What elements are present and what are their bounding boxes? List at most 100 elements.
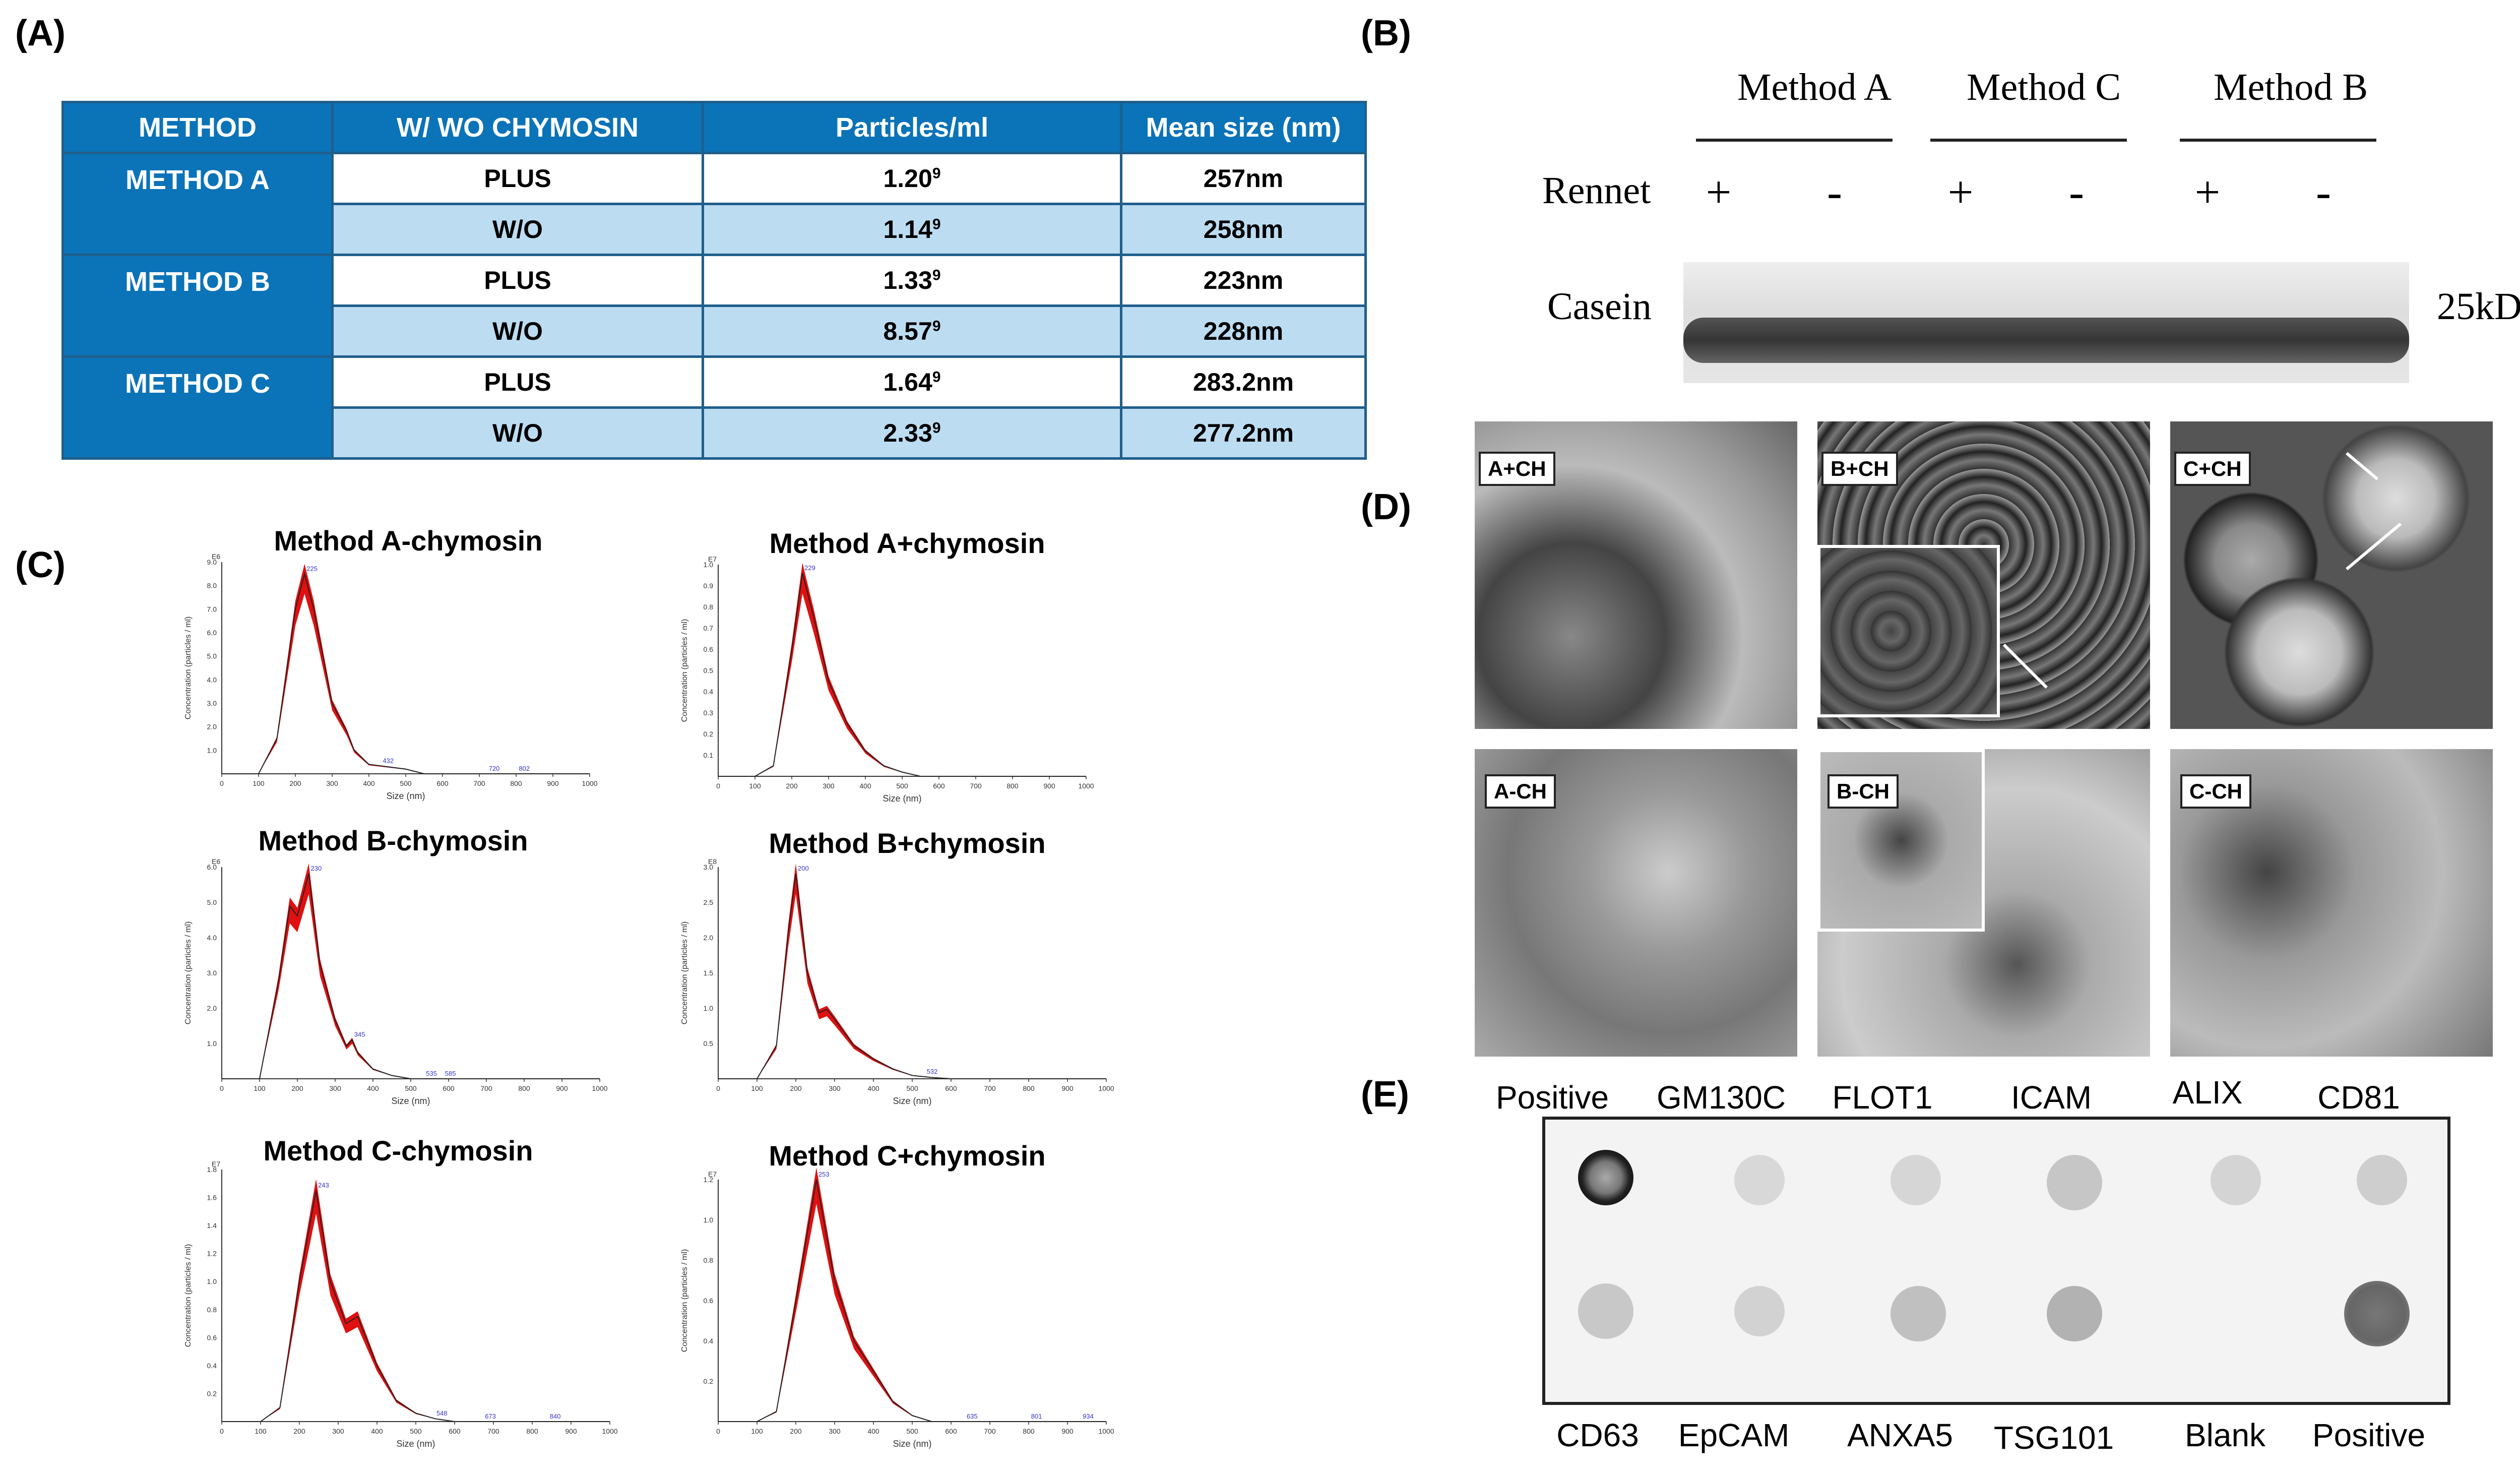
x-tick-label: 900	[1061, 1084, 1074, 1092]
rennet-sign: +	[1947, 167, 1974, 217]
table-cell: 1.149	[702, 203, 1122, 256]
panel-label-e: (E)	[1361, 1074, 1409, 1115]
y-tick-label: 1.0	[704, 561, 714, 569]
nta-chart: E8 0.5 1.0 1.5 2.0 2.5 3.0 0 100 200 300 400 500 600 7…	[680, 857, 1114, 1106]
table-cell: W/O	[331, 406, 704, 460]
error-band	[222, 564, 590, 774]
dot	[2047, 1155, 2102, 1210]
kda-label: 25kDa	[2437, 285, 2520, 328]
y-tick-label: 8.0	[207, 582, 217, 590]
y-tick-label: 6.0	[207, 629, 217, 637]
y-axis-label: Concentration (particles / ml)	[680, 1249, 689, 1353]
series-line	[222, 1190, 610, 1422]
table-cell: 257nm	[1120, 152, 1367, 205]
nanoparticle-table: METHOD W/ WO CHYMOSIN Particles/ml Mean …	[61, 101, 1367, 460]
table-cell: 1.339	[702, 254, 1122, 307]
table-cell: 2.339	[702, 406, 1122, 460]
x-tick-label: 800	[518, 1084, 530, 1092]
table-cell: 1.649	[702, 355, 1122, 409]
arrow-icon	[2002, 643, 2048, 689]
x-tick-label: 0	[220, 779, 224, 787]
x-tick-label: 0	[220, 1084, 224, 1092]
error-band	[222, 863, 600, 1079]
peak-label: 801	[1031, 1412, 1042, 1420]
dot	[2211, 1155, 2261, 1205]
y-tick-label: 3.0	[704, 863, 714, 871]
x-axis-label: Size (nm)	[386, 791, 425, 801]
peak-label: 535	[426, 1070, 437, 1077]
nta-chart: E7 0.1 0.2 0.3 0.4 0.5 0.6 0.7 0.8 0.9 1.0 0 100 200 3…	[680, 555, 1094, 804]
x-tick-label: 500	[400, 779, 412, 787]
chart-title: Method C+chymosin	[769, 1140, 1046, 1172]
x-tick-label: 1000	[602, 1427, 617, 1435]
table-cell: 223nm	[1120, 254, 1367, 307]
x-tick-label: 800	[510, 779, 522, 787]
y-tick-label: 0.5	[704, 666, 714, 674]
em-label: B-CH	[1828, 774, 1899, 809]
method-cell: METHOD B	[61, 254, 334, 358]
y-tick-label: 0.6	[704, 1297, 714, 1305]
table-cell: 258nm	[1120, 203, 1367, 256]
em-label: A-CH	[1485, 774, 1556, 809]
x-tick-label: 200	[786, 782, 798, 790]
y-tick-label: 2.0	[207, 1004, 217, 1012]
y-tick-label: 1.2	[704, 1176, 714, 1184]
y-axis-label: Concentration (particles / ml)	[184, 617, 193, 720]
dot	[2047, 1286, 2102, 1341]
y-tick-label: 0.6	[704, 645, 714, 653]
y-tick-label: 3.0	[207, 699, 217, 707]
em-image: C-CH	[2167, 746, 2496, 1060]
dot	[1734, 1286, 1785, 1336]
error-band	[718, 1168, 1106, 1422]
x-axis-label: Size (nm)	[391, 1096, 430, 1106]
x-tick-label: 600	[443, 1084, 455, 1092]
y-tick-label: 0.4	[207, 1362, 217, 1370]
exponent-label: E8	[708, 857, 717, 866]
nta-chart: E7 0.2 0.4 0.6 0.8 1.0 1.2 1.4 1.6 1.8 0 100 200 300 4…	[184, 1160, 618, 1449]
y-axis-label: Concentration (particles / ml)	[680, 619, 689, 722]
x-tick-label: 800	[1023, 1084, 1035, 1092]
peak-label: 840	[550, 1412, 561, 1420]
peak-label: 934	[1083, 1412, 1094, 1420]
peak-label: 635	[967, 1412, 978, 1420]
x-tick-label: 600	[945, 1084, 957, 1092]
x-tick-label: 400	[367, 1084, 379, 1092]
y-tick-label: 2.0	[207, 723, 217, 731]
y-tick-label: 0.5	[704, 1039, 714, 1048]
x-tick-label: 1000	[1078, 782, 1094, 790]
col-header-method: METHOD	[61, 101, 334, 154]
table-cell: PLUS	[331, 152, 704, 205]
table-cell: W/O	[331, 203, 704, 256]
casein-label: Casein	[1547, 285, 1652, 328]
rennet-label: Rennet	[1542, 169, 1651, 212]
x-axis-label: Size (nm)	[396, 1439, 435, 1449]
x-tick-label: 0	[716, 782, 720, 790]
x-tick-label: 100	[254, 1084, 266, 1092]
y-tick-label: 1.0	[704, 1216, 714, 1224]
y-tick-label: 0.4	[704, 1337, 714, 1345]
y-tick-label: 0.8	[704, 603, 714, 611]
dot-label: Positive	[1495, 1079, 1609, 1116]
y-tick-label: 1.0	[207, 1277, 217, 1285]
table-cell: 283.2nm	[1120, 355, 1367, 409]
em-inset	[1817, 545, 2000, 717]
x-axis-label: Size (nm)	[883, 793, 921, 804]
em-label: C+CH	[2174, 452, 2251, 486]
y-tick-label: 2.0	[704, 934, 714, 942]
em-grid: A+CH B+CH C+CH A-CH B-CH C-CH	[1472, 418, 2496, 1060]
series-line	[718, 1179, 1106, 1422]
y-tick-label: 1.0	[207, 1039, 217, 1048]
chart-title: Method C-chymosin	[263, 1135, 533, 1166]
table-cell: W/O	[331, 304, 704, 358]
x-tick-label: 800	[1023, 1427, 1035, 1435]
y-tick-label: 1.8	[207, 1165, 217, 1174]
y-tick-label: 1.0	[207, 746, 217, 754]
em-image: A+CH	[1472, 418, 1800, 732]
y-axis-label: Concentration (particles / ml)	[680, 922, 689, 1025]
table-cell: 8.579	[702, 304, 1122, 358]
y-axis-label: Concentration (particles / ml)	[184, 922, 193, 1025]
arrow-icon	[2346, 522, 2402, 571]
y-tick-label: 4.0	[207, 675, 217, 684]
x-tick-label: 900	[547, 779, 559, 787]
peak-label: 532	[927, 1068, 938, 1075]
